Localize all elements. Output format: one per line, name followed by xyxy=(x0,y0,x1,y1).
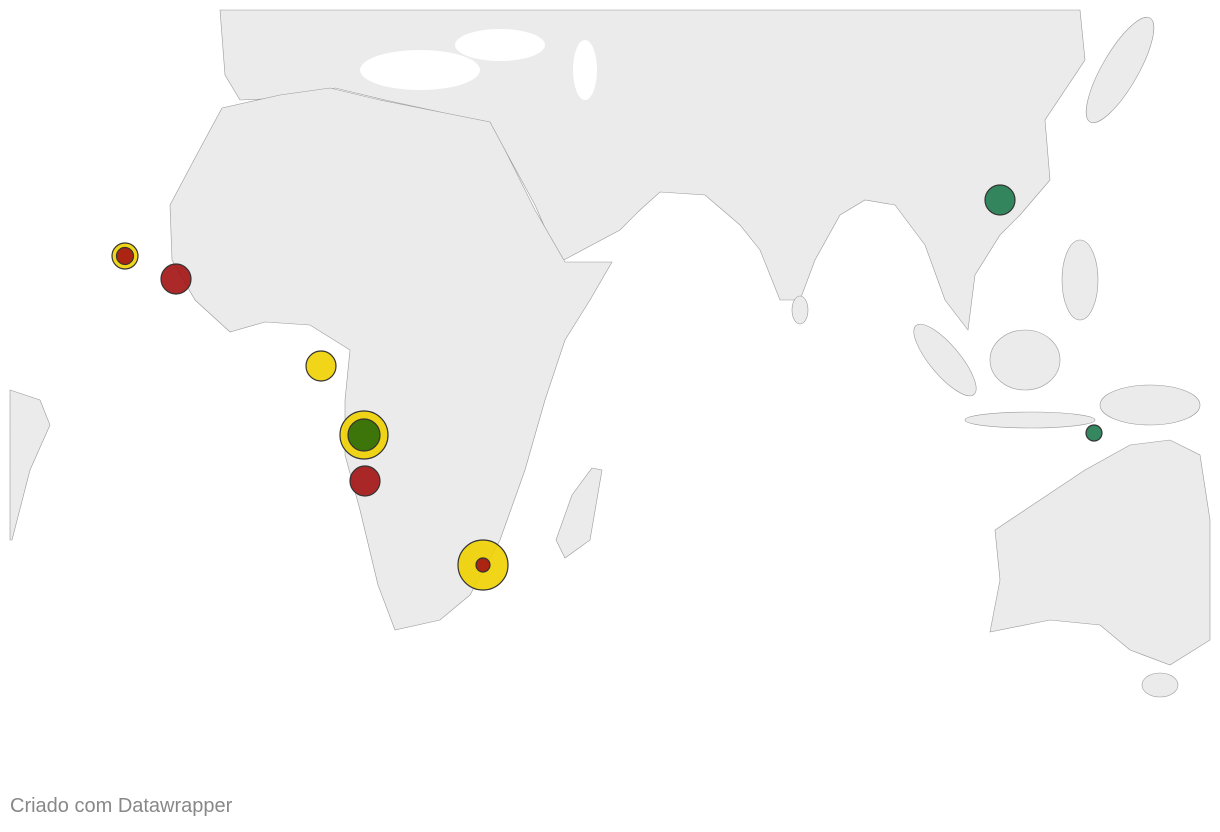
bubble xyxy=(475,557,491,573)
credit: Criado com Datawrapper xyxy=(10,795,233,817)
philippines xyxy=(1061,239,1099,321)
map xyxy=(9,9,1211,698)
black-sea xyxy=(455,29,545,61)
bubble xyxy=(160,263,192,295)
mediterranean xyxy=(360,50,480,90)
japan xyxy=(1085,16,1155,124)
bubble xyxy=(115,246,135,266)
bubble xyxy=(305,350,337,382)
landmasses xyxy=(9,9,1211,698)
bubble xyxy=(349,465,381,497)
bubble xyxy=(347,418,381,452)
bubble xyxy=(1085,424,1103,442)
eurasia xyxy=(219,9,1086,331)
madagascar xyxy=(555,467,603,559)
australia xyxy=(989,439,1211,666)
caspian-sea xyxy=(573,40,597,100)
tasmania xyxy=(1141,672,1179,698)
new-guinea xyxy=(1099,384,1201,426)
africa xyxy=(169,87,613,631)
south-america xyxy=(9,389,51,541)
sri-lanka xyxy=(791,295,809,325)
java xyxy=(964,411,1096,429)
sumatra xyxy=(913,323,977,397)
borneo xyxy=(989,329,1061,391)
markers xyxy=(111,184,1103,591)
bubble xyxy=(984,184,1016,216)
